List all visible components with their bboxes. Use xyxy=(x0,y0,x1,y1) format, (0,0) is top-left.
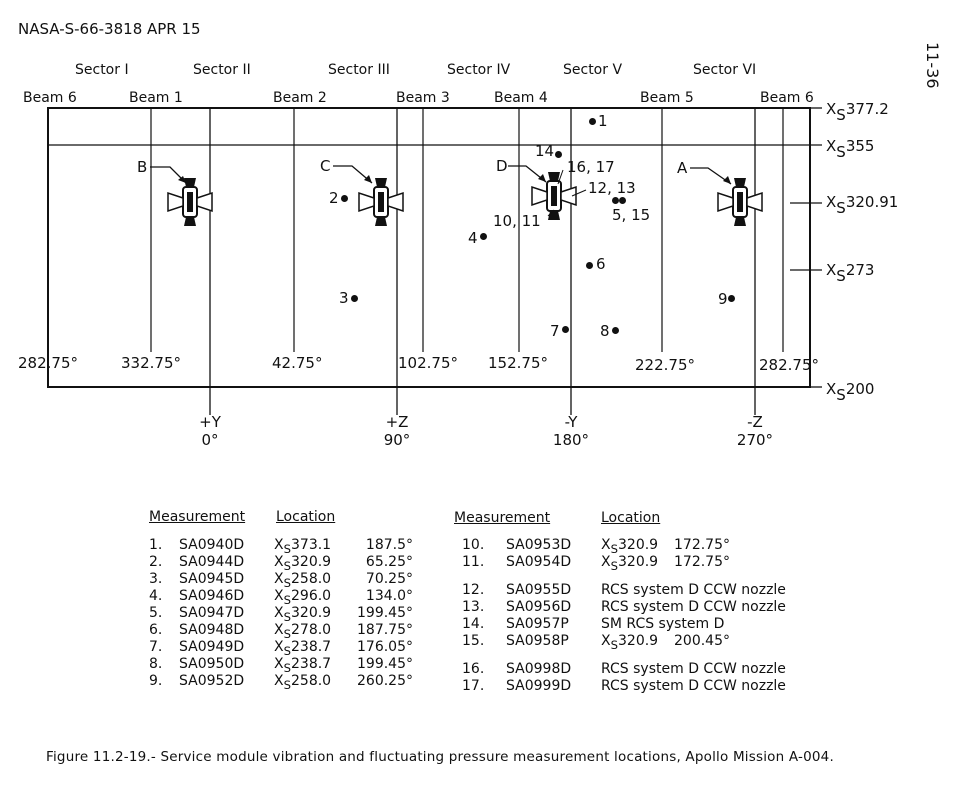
table-row: 17. SA0999D RCS system D CCW nozzle xyxy=(462,678,786,694)
rcs-quad-a-shape xyxy=(717,178,763,226)
table-row: 15. SA0958P XS320.9 200.45° xyxy=(462,633,730,652)
table-row: 10. SA0953D XS320.9 172.75° xyxy=(462,537,730,556)
beam-angle-label: 282.75° xyxy=(18,354,78,372)
sector-label: Sector II xyxy=(193,62,251,78)
point-marker xyxy=(341,195,348,202)
table-row: 16. SA0998D RCS system D CCW nozzle xyxy=(462,661,786,677)
rcs-quad-label: D xyxy=(496,157,508,175)
sector-label: Sector VI xyxy=(693,62,757,78)
beam-label: Beam 4 xyxy=(494,90,548,106)
point-label: 7 xyxy=(550,322,560,340)
point-label: 5, 15 xyxy=(612,206,651,224)
station-label: XS355 xyxy=(826,137,875,161)
point-marker xyxy=(589,118,596,125)
point-label: 4 xyxy=(468,229,478,247)
sector-label: Sector III xyxy=(328,62,390,78)
table-row: 14. SA0957P SM RCS system D xyxy=(462,616,725,632)
station-label: XS377.2 xyxy=(826,100,889,124)
sector-label: Sector I xyxy=(75,62,129,78)
table-row: 1. SA0940D XS373.1 187.5° xyxy=(149,537,413,556)
station-label: XS200 xyxy=(826,380,875,404)
point-marker xyxy=(612,327,619,334)
table-row: 9. SA0952D XS258.0 260.25° xyxy=(149,673,413,692)
table-row: 5. SA0947D XS320.9 199.45° xyxy=(149,605,413,624)
point-label: 6 xyxy=(596,255,606,273)
point-marker xyxy=(728,295,735,302)
table-row: 12. SA0955D RCS system D CCW nozzle xyxy=(462,582,786,598)
station-label: XS320.91 xyxy=(826,193,899,217)
beam-label: Beam 1 xyxy=(129,90,183,106)
point-marker xyxy=(612,197,619,204)
axis-label-minus-y: -Y 180° xyxy=(552,413,590,449)
point-label: 9 xyxy=(718,290,728,308)
beam-angle-label: 42.75° xyxy=(272,354,323,372)
rcs-quad-label: A xyxy=(677,159,688,177)
point-marker xyxy=(555,151,562,158)
beam-angle-label: 102.75° xyxy=(398,354,458,372)
point-marker xyxy=(619,197,626,204)
point-label: 1 xyxy=(598,112,608,130)
figure-caption: Figure 11.2-19.- Service module vibratio… xyxy=(46,749,834,765)
beam-label: Beam 2 xyxy=(273,90,327,106)
table-row: 13. SA0956D RCS system D CCW nozzle xyxy=(462,599,786,615)
rcs-quad-b-shape xyxy=(167,178,213,226)
table-header-location-left: Location xyxy=(276,509,336,525)
table-row: 6. SA0948D XS278.0 187.75° xyxy=(149,622,413,641)
point-label: 14 xyxy=(535,142,555,160)
beam-angle-label: 332.75° xyxy=(121,354,181,372)
beam-label: Beam 5 xyxy=(640,90,694,106)
point-marker xyxy=(562,326,569,333)
point-marker xyxy=(351,295,358,302)
rcs-quad-c-shape xyxy=(358,178,404,226)
point-label: 2 xyxy=(329,189,339,207)
table-header-measurement-right: Measurement xyxy=(454,510,551,526)
point-label: 8 xyxy=(600,322,610,340)
point-marker xyxy=(480,233,487,240)
sector-label: Sector IV xyxy=(447,62,511,78)
axis-label-plus-z: +Z 90° xyxy=(383,413,411,449)
table-row: 3. SA0945D XS258.0 70.25° xyxy=(149,571,413,590)
point-marker xyxy=(586,262,593,269)
beam-angle-label: 152.75° xyxy=(488,354,548,372)
table-header-location-right: Location xyxy=(601,510,661,526)
document-id: NASA-S-66-3818 APR 15 xyxy=(18,20,201,38)
table-row: 7. SA0949D XS238.7 176.05° xyxy=(149,639,413,658)
beam-label: Beam 6 xyxy=(760,90,814,106)
axis-label-plus-y: +Y 0° xyxy=(199,413,221,449)
axis-label-minus-z: -Z 270° xyxy=(736,413,774,449)
beam-angle-label: 222.75° xyxy=(635,356,695,374)
table-row: 8. SA0950D XS238.7 199.45° xyxy=(149,656,413,675)
point-label: 16, 17 xyxy=(567,158,615,176)
beam-label: Beam 3 xyxy=(396,90,450,106)
table-row: 4. SA0946D XS296.0 134.0° xyxy=(149,588,413,607)
sector-label: Sector V xyxy=(563,62,623,78)
table-row: 2. SA0944D XS320.9 65.25° xyxy=(149,554,413,573)
table-row: 11. SA0954D XS320.9 172.75° xyxy=(462,554,730,573)
point-label: 12, 13 xyxy=(588,179,636,197)
rcs-quad-label: C xyxy=(320,157,331,175)
station-label: XS273 xyxy=(826,261,875,285)
point-label: 3 xyxy=(339,289,349,307)
rcs-quad-label: B xyxy=(137,158,148,176)
service-module-outline xyxy=(47,107,811,388)
table-header-measurement-left: Measurement xyxy=(149,509,246,525)
beam-label: Beam 6 xyxy=(23,90,77,106)
point-label: 10, 11 xyxy=(493,212,541,230)
beam-angle-label: 282.75° xyxy=(759,356,819,374)
